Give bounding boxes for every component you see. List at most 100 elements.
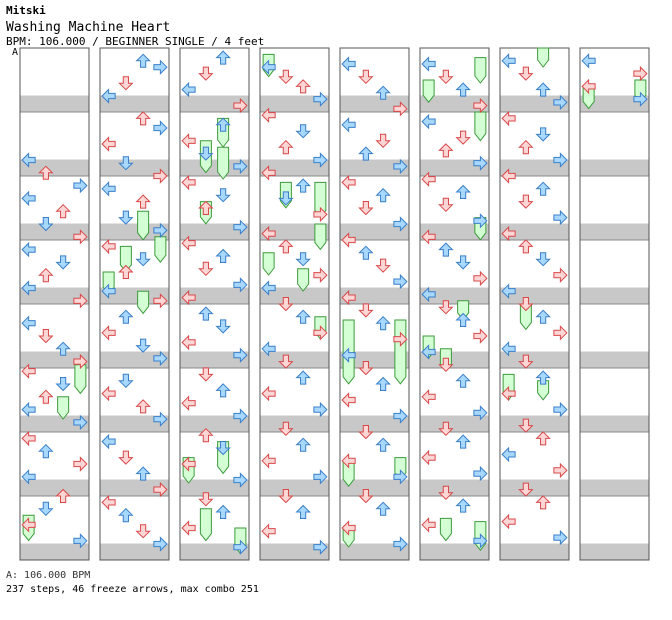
step-arrow	[375, 315, 391, 331]
step-arrow	[38, 389, 54, 404]
step-arrow	[421, 113, 436, 130]
step-arrow	[518, 297, 534, 312]
step-arrow	[73, 229, 88, 245]
freeze-arrow	[217, 146, 230, 180]
step-arrow	[421, 171, 436, 187]
step-arrow	[135, 53, 151, 68]
step-arrow	[261, 165, 276, 181]
beat-stripe	[500, 543, 569, 560]
freeze-arrow	[537, 380, 550, 401]
step-arrow	[38, 165, 54, 180]
beat-stripe	[100, 287, 169, 304]
step-arrow	[553, 209, 568, 226]
step-arrow	[153, 481, 168, 498]
step-arrow	[181, 289, 196, 306]
beat-stripe	[20, 351, 89, 368]
beat-stripe	[340, 479, 409, 496]
step-arrow	[215, 50, 231, 65]
beat-stripe	[260, 543, 329, 560]
step-arrow	[278, 239, 294, 254]
step-arrow	[101, 433, 116, 450]
beat-stripe	[340, 415, 409, 432]
step-arrow	[358, 201, 374, 216]
step-arrow	[215, 504, 231, 519]
step-arrow	[501, 341, 516, 357]
beat-stripe	[580, 351, 649, 368]
beat-stripe	[20, 159, 89, 176]
step-arrow	[153, 350, 168, 367]
beat-stripe	[100, 159, 169, 176]
beat-stripe	[20, 223, 89, 240]
beat-stripe	[580, 287, 649, 304]
song-title: Washing Machine Heart	[6, 20, 171, 35]
step-arrow	[438, 421, 454, 437]
step-arrow	[73, 353, 88, 370]
step-arrow	[118, 507, 134, 523]
freeze-arrow	[297, 268, 310, 292]
step-arrow	[358, 489, 374, 504]
step-arrow	[375, 85, 391, 100]
step-arrow	[313, 267, 328, 283]
step-arrow	[553, 462, 568, 479]
step-arrow	[341, 520, 356, 536]
beat-stripe	[20, 543, 89, 560]
step-arrow	[455, 373, 471, 388]
column-border	[499, 47, 570, 561]
step-arrow	[55, 255, 71, 270]
step-arrow	[501, 283, 516, 299]
step-arrow	[421, 229, 436, 245]
beat-stripe	[100, 351, 169, 368]
step-arrow	[21, 315, 36, 331]
column-border	[259, 47, 330, 561]
column-border	[419, 47, 490, 561]
step-arrow	[215, 248, 231, 263]
step-arrow	[181, 334, 196, 351]
step-arrow	[181, 395, 196, 411]
artist-name: Mitski	[6, 4, 46, 17]
step-arrow	[38, 443, 54, 459]
beat-stripe	[180, 479, 249, 496]
beat-stripe	[500, 95, 569, 112]
step-arrow	[341, 347, 356, 363]
step-arrow	[38, 267, 54, 283]
chart-meta: BPM: 106.000 / BEGINNER SINGLE / 4 feet	[6, 35, 265, 48]
chart-column	[99, 47, 170, 561]
beat-stripe	[340, 159, 409, 176]
step-arrow	[198, 200, 214, 215]
step-arrow	[215, 441, 231, 456]
step-arrow	[375, 376, 391, 391]
step-arrow	[341, 174, 356, 191]
step-arrow	[261, 341, 276, 357]
step-arrow	[135, 338, 151, 353]
step-arrow	[295, 504, 311, 519]
step-arrow	[535, 370, 551, 385]
step-arrow	[455, 82, 471, 97]
step-arrow	[73, 293, 88, 309]
step-arrow	[518, 239, 534, 254]
step-arrow	[261, 280, 276, 296]
step-arrow	[501, 110, 516, 127]
step-arrow	[101, 283, 116, 299]
step-arrow	[101, 136, 116, 152]
step-arrow	[21, 363, 36, 379]
step-arrow	[135, 524, 151, 539]
step-arrow	[535, 127, 551, 142]
step-arrow	[501, 53, 516, 69]
step-arrow	[261, 59, 276, 75]
beat-stripe	[420, 351, 489, 368]
step-arrow	[633, 65, 648, 82]
step-arrow	[135, 466, 151, 481]
step-arrow	[21, 190, 36, 207]
step-arrow	[553, 325, 568, 341]
step-arrow	[295, 178, 311, 193]
step-arrow	[295, 437, 311, 452]
step-arrow	[233, 97, 248, 114]
beat-stripe	[180, 287, 249, 304]
step-arrow	[21, 152, 36, 168]
step-arrow	[358, 245, 374, 260]
step-arrow	[215, 188, 231, 203]
beat-stripe	[580, 415, 649, 432]
step-arrow	[198, 427, 214, 443]
beat-stripe	[580, 95, 649, 112]
